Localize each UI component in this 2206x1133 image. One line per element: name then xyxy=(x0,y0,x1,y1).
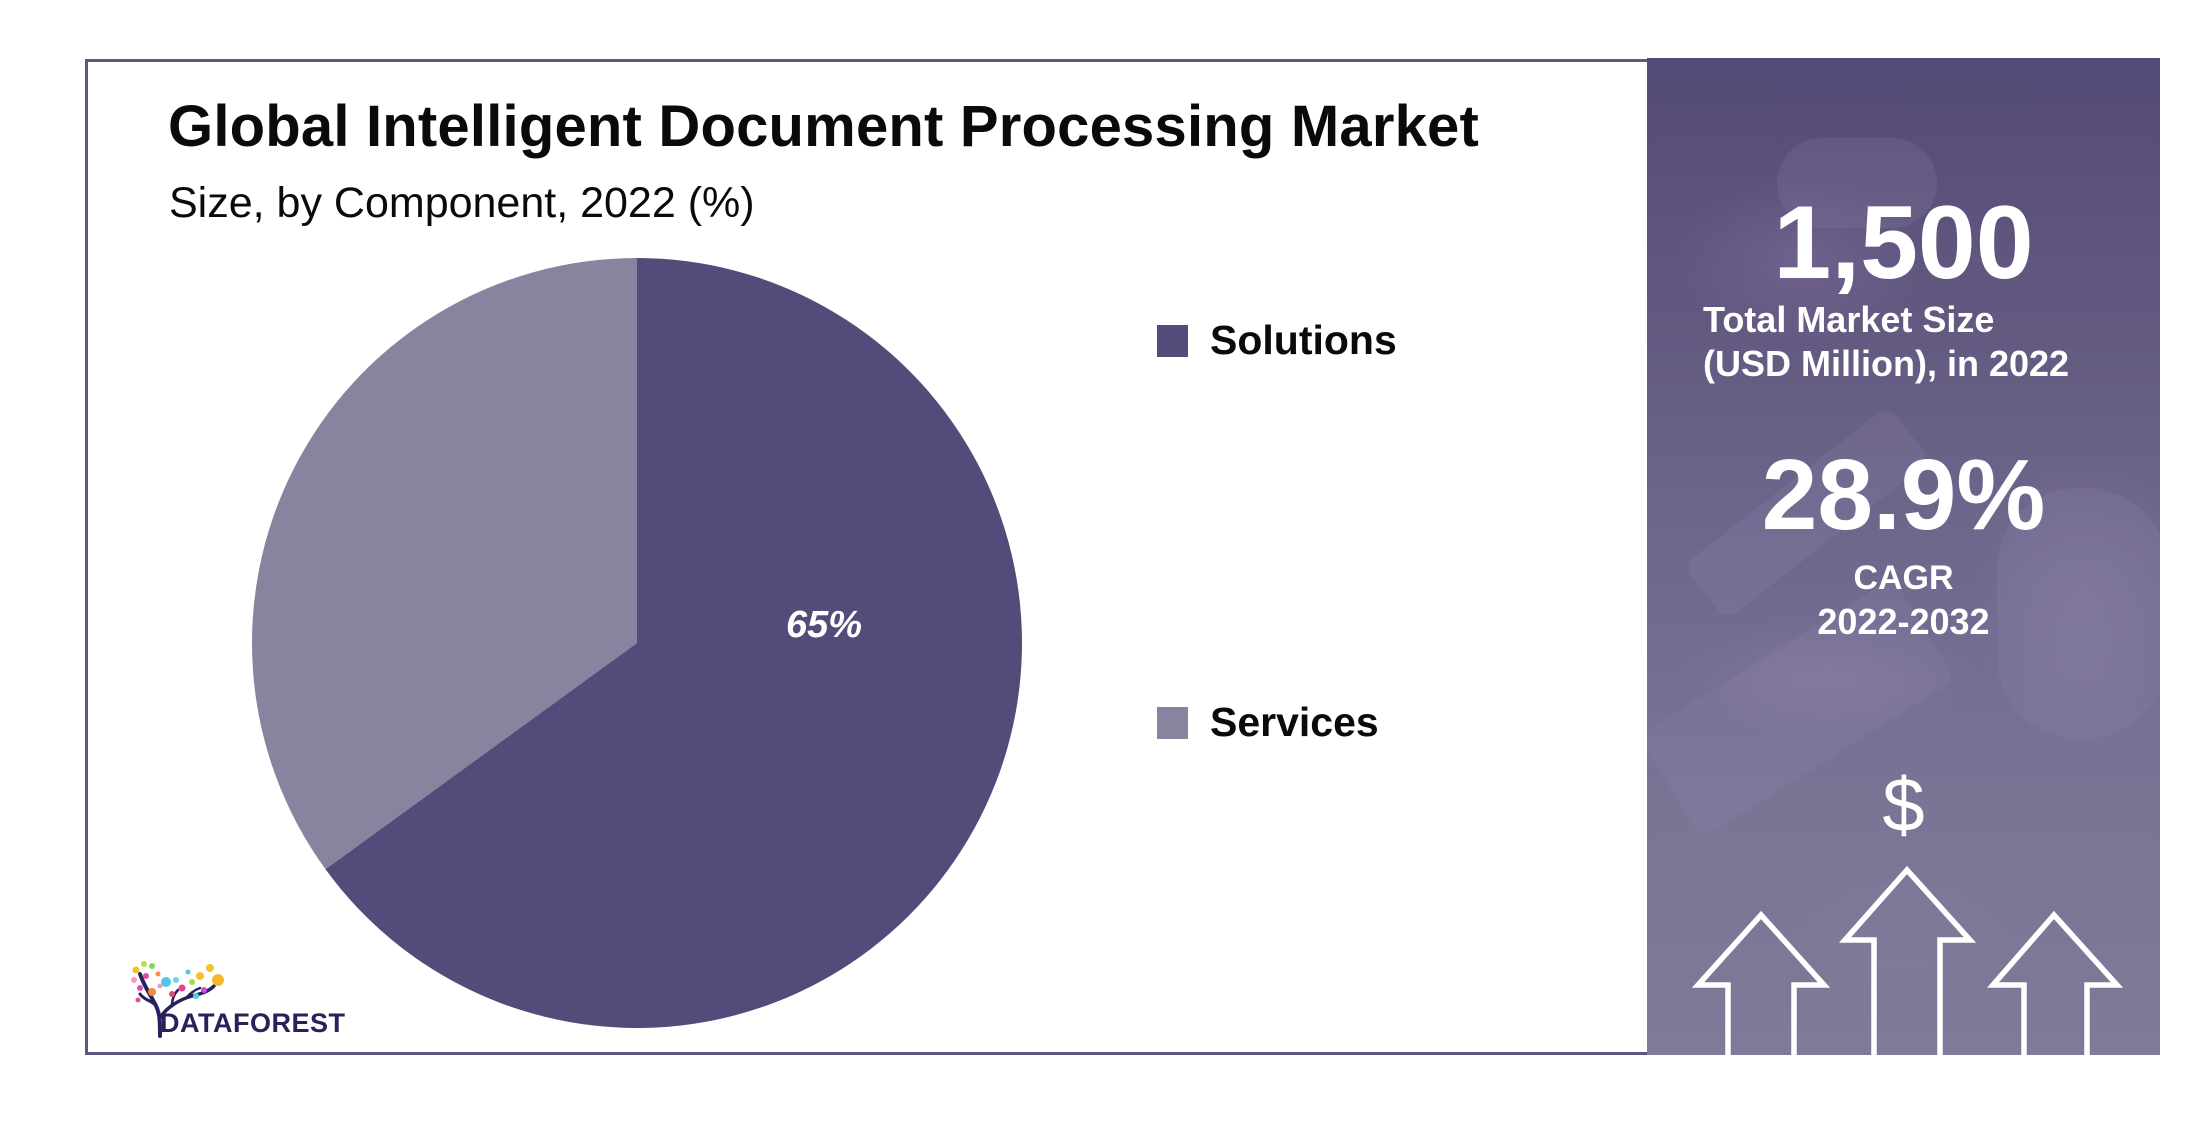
pie-slice-services xyxy=(252,258,638,870)
stats-panel: 1,500 Total Market Size (USD Million), i… xyxy=(1647,58,2160,1055)
cagr-value: 28.9% xyxy=(1761,439,2046,551)
background-photo-shape xyxy=(1997,488,2160,738)
legend-item-solutions: Solutions xyxy=(1157,320,1397,361)
market-size-label: Total Market Size (USD Million), in 2022 xyxy=(1703,298,2069,386)
legend-label-services: Services xyxy=(1210,699,1379,745)
arrow-up-icon-left xyxy=(1691,910,1831,1055)
background-photo-shape xyxy=(1777,138,1937,228)
pie-chart xyxy=(252,258,1022,1028)
legend-label-solutions: Solutions xyxy=(1210,317,1397,363)
logo-text: DATAFOREST xyxy=(160,1008,346,1038)
arrow-up-icon-center xyxy=(1838,865,1977,1055)
pie-svg xyxy=(252,258,1022,1028)
market-size-label-line2: (USD Million), in 2022 xyxy=(1703,343,2070,384)
chart-subtitle: Size, by Component, 2022 (%) xyxy=(169,179,755,227)
market-size-value: 1,500 xyxy=(1773,185,2034,301)
cagr-label: CAGR xyxy=(1853,559,1954,597)
legend-item-services: Services xyxy=(1157,702,1379,743)
dataforest-logo: DATAFOREST xyxy=(130,960,375,1038)
market-size-label-line1: Total Market Size xyxy=(1703,299,1995,340)
tree-logo-icon xyxy=(131,961,224,1038)
dollar-sign-icon: $ xyxy=(1882,763,1925,848)
growth-arrows-icon xyxy=(1691,865,2124,1055)
pie-slice-label-solutions: 65% xyxy=(786,604,863,646)
chart-title: Global Intelligent Document Processing M… xyxy=(168,94,1480,159)
cagr-period: 2022-2032 xyxy=(1817,601,1990,642)
legend-swatch-services xyxy=(1157,706,1188,739)
pie-slice-solutions xyxy=(325,258,1022,1028)
arrow-up-icon-right xyxy=(1986,910,2124,1055)
legend-swatch-solutions xyxy=(1157,324,1188,357)
